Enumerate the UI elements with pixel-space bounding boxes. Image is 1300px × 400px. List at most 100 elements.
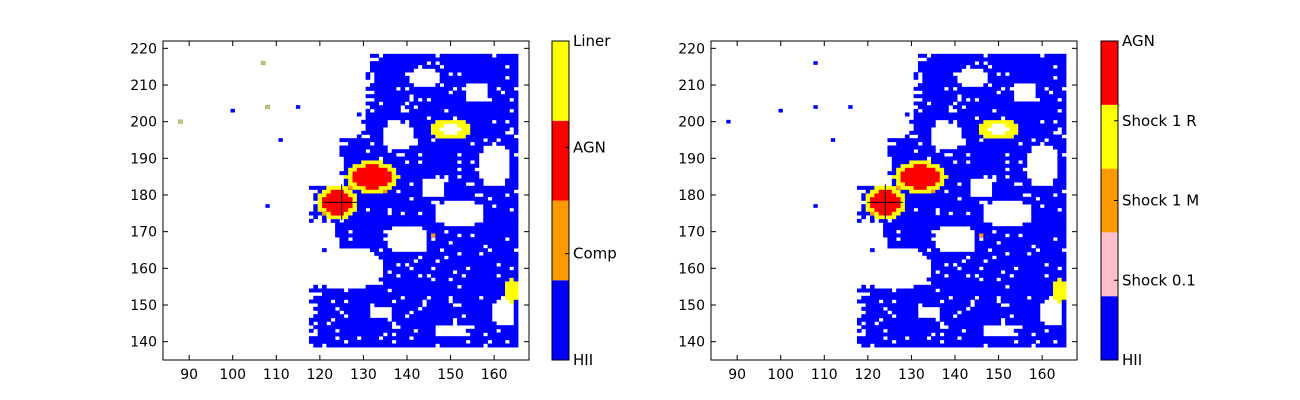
heatmap-cell: [470, 185, 475, 190]
heatmap-cell: [457, 75, 462, 80]
heatmap-cell: [505, 101, 510, 106]
heatmap-cell: [435, 57, 440, 62]
heatmap-cell: [1061, 222, 1067, 227]
heatmap-cell: [322, 295, 327, 300]
heatmap-cell: [900, 288, 906, 293]
heatmap-cell: [409, 328, 414, 333]
heatmap-cell: [1022, 266, 1028, 271]
heatmap-cell: [1026, 105, 1032, 110]
heatmap-cell: [974, 284, 980, 289]
heatmap-cell: [396, 160, 401, 165]
heatmap-cell: [483, 75, 488, 80]
heatmap-cell: [992, 149, 997, 154]
heatmap-cell: [1061, 255, 1067, 260]
heatmap-cell: [509, 240, 515, 245]
heatmap-cell: [1061, 182, 1067, 187]
heatmap-cell: [931, 240, 936, 245]
heatmap-cell: [965, 185, 971, 190]
heatmap-cell: [505, 204, 510, 209]
heatmap-cell: [444, 149, 449, 154]
heatmap-cell: [483, 204, 488, 209]
heatmap-cell: [1039, 138, 1045, 143]
heatmap-cell: [378, 79, 384, 84]
heatmap-cell: [356, 306, 362, 311]
heatmap-cell: [435, 237, 440, 242]
heatmap-cell: [439, 134, 445, 139]
heatmap-cell: [396, 306, 401, 311]
heatmap-cell: [900, 292, 906, 297]
heatmap-cell: [974, 277, 980, 282]
heatmap-cell: [1013, 119, 1019, 124]
heatmap-cell: [374, 218, 379, 223]
heatmap-cell: [1013, 306, 1019, 311]
heatmap-cell: [404, 61, 410, 66]
heatmap-cell: [452, 182, 458, 187]
heatmap-cell: [365, 244, 371, 249]
heatmap-cell: [900, 204, 906, 209]
heatmap-cell: [439, 240, 445, 245]
heatmap-cell: [917, 171, 923, 176]
heatmap-cell: [369, 138, 375, 143]
heatmap-cell: [422, 149, 427, 154]
heatmap-cell: [926, 343, 932, 348]
heatmap-cell: [461, 270, 467, 275]
heatmap-cell: [430, 145, 436, 150]
heatmap-cell: [896, 321, 901, 326]
heatmap-cell: [961, 284, 967, 289]
heatmap-cell: [413, 215, 419, 220]
heatmap-cell: [308, 321, 314, 326]
heatmap-cell: [422, 101, 427, 106]
heatmap-cell: [931, 94, 936, 99]
heatmap-cell: [387, 284, 393, 289]
heatmap-cell: [909, 332, 914, 337]
heatmap-cell: [952, 189, 958, 194]
heatmap-cell: [383, 339, 388, 344]
heatmap-cell: [1026, 112, 1032, 117]
heatmap-cell: [457, 145, 462, 150]
heatmap-cell: [435, 262, 440, 267]
heatmap-cell: [1022, 295, 1028, 300]
heatmap-cell: [417, 251, 423, 256]
heatmap-cell: [404, 292, 410, 297]
heatmap-cell: [944, 328, 949, 333]
heatmap-cell: [931, 259, 936, 264]
heatmap-cell: [961, 193, 967, 198]
heatmap-cell: [961, 116, 967, 121]
heatmap-cell: [365, 215, 371, 220]
heatmap-cell: [317, 200, 323, 205]
heatmap-cell: [1031, 288, 1036, 293]
heatmap-cell: [1061, 207, 1067, 212]
heatmap-cell: [426, 339, 432, 344]
heatmap-cell: [374, 251, 379, 256]
heatmap-cell: [983, 112, 988, 117]
heatmap-cell: [935, 248, 941, 253]
heatmap-cell: [965, 182, 971, 187]
heatmap-cell: [1053, 222, 1058, 227]
heatmap-cell: [509, 295, 515, 300]
heatmap-cell: [1048, 116, 1054, 121]
heatmap-cell: [457, 61, 462, 66]
heatmap-cell: [917, 244, 923, 249]
heatmap-cell: [926, 317, 932, 322]
heatmap-cell: [1009, 259, 1015, 264]
heatmap-cell: [439, 149, 445, 154]
heatmap-cell: [935, 222, 941, 227]
heatmap-cell: [474, 262, 480, 267]
heatmap-cell: [1061, 160, 1067, 165]
heatmap-cell: [1005, 306, 1010, 311]
heatmap-cell: [856, 339, 862, 344]
heatmap-cell: [996, 343, 1002, 348]
heatmap-cell: [470, 138, 475, 143]
heatmap-cell: [970, 310, 975, 315]
heatmap-cell: [465, 152, 471, 157]
heatmap-cell: [491, 90, 497, 95]
heatmap-cell: [1022, 127, 1028, 132]
heatmap-cell: [1018, 193, 1023, 198]
heatmap-cell: [378, 130, 384, 135]
heatmap-cell: [1031, 101, 1036, 106]
heatmap-cell: [313, 288, 318, 293]
heatmap-cell: [983, 244, 988, 249]
heatmap-cell: [983, 119, 988, 124]
heatmap-cell: [387, 160, 393, 165]
heatmap-cell: [891, 149, 897, 154]
